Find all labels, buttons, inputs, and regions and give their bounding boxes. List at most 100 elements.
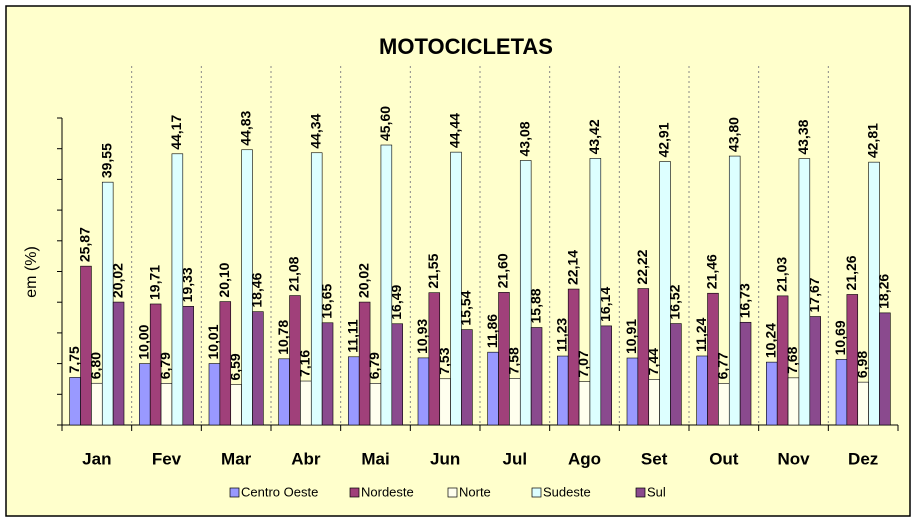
value-label: 16,65 — [318, 284, 334, 319]
legend-label: Norte — [459, 484, 491, 499]
value-label: 21,46 — [704, 254, 720, 289]
value-label: 10,00 — [135, 324, 151, 359]
x-tick-label: Nov — [777, 449, 810, 468]
legend-swatch — [229, 487, 240, 498]
y-axis-label: em (%) — [23, 246, 40, 298]
bar — [300, 380, 312, 426]
value-label: 43,08 — [516, 121, 532, 156]
bar — [766, 361, 778, 426]
bar — [428, 292, 441, 426]
bar — [557, 355, 569, 426]
legend-swatch — [349, 487, 360, 498]
value-label: 10,24 — [762, 323, 778, 358]
value-label: 18,46 — [249, 272, 265, 307]
bar — [589, 158, 602, 426]
bar — [487, 351, 499, 426]
legend-swatch — [635, 487, 646, 498]
bar — [626, 357, 639, 426]
x-tick-label: Ago — [568, 449, 601, 468]
value-label: 6,79 — [157, 352, 173, 379]
value-label: 43,80 — [725, 117, 741, 152]
bar — [321, 322, 334, 426]
bar — [208, 363, 221, 426]
bar — [461, 329, 473, 426]
value-label: 10,01 — [205, 324, 221, 359]
bar — [278, 358, 290, 426]
value-label: 10,78 — [275, 320, 291, 355]
value-label: 6,79 — [366, 352, 382, 379]
value-label: 44,17 — [168, 115, 184, 150]
value-label: 43,42 — [586, 119, 602, 154]
bar — [648, 379, 660, 426]
legend-swatch — [531, 487, 542, 498]
bar — [182, 306, 194, 426]
value-label: 10,93 — [414, 319, 430, 354]
value-label: 21,55 — [425, 253, 441, 288]
bar — [637, 288, 650, 426]
value-label: 15,54 — [458, 290, 474, 325]
bar — [846, 294, 859, 426]
bar — [219, 301, 232, 426]
value-label: 21,60 — [495, 253, 511, 288]
bar — [578, 381, 591, 426]
value-label: 7,58 — [506, 347, 522, 374]
bar — [391, 323, 403, 426]
value-label: 42,91 — [656, 122, 672, 157]
legend-label: Centro Oeste — [241, 484, 318, 499]
bar — [728, 155, 741, 426]
bar — [358, 301, 371, 426]
value-label: 22,14 — [564, 250, 580, 285]
bar — [149, 303, 162, 426]
value-label: 21,08 — [286, 256, 302, 291]
bar — [417, 357, 430, 426]
value-label: 45,60 — [377, 106, 393, 141]
value-label: 17,67 — [806, 277, 822, 312]
value-label: 7,44 — [645, 348, 661, 375]
value-label: 15,88 — [527, 288, 543, 323]
value-label: 25,87 — [77, 227, 93, 262]
value-label: 7,07 — [575, 350, 591, 377]
value-label: 20,02 — [355, 263, 371, 298]
value-label: 7,68 — [784, 346, 800, 373]
x-tick-label: Fev — [152, 449, 182, 468]
bar — [450, 151, 462, 426]
value-label: 6,98 — [854, 351, 870, 378]
bar — [112, 301, 125, 426]
bar — [101, 181, 114, 426]
bar — [670, 323, 682, 426]
bar — [718, 383, 730, 426]
value-label: 21,26 — [843, 255, 859, 290]
value-label: 16,14 — [597, 287, 613, 322]
bar — [310, 152, 323, 426]
bar — [879, 312, 891, 426]
value-label: 11,11 — [344, 319, 360, 353]
value-label: 11,86 — [484, 314, 500, 348]
legend-swatch — [447, 487, 458, 498]
bar — [659, 161, 671, 426]
value-label: 22,22 — [634, 249, 650, 284]
value-label: 10,69 — [832, 320, 848, 355]
value-label: 20,02 — [109, 263, 125, 298]
bar — [369, 383, 382, 426]
value-label: 44,83 — [238, 110, 254, 145]
x-tick-label: Set — [641, 449, 668, 468]
value-label: 16,73 — [736, 283, 752, 318]
x-tick-label: Jan — [82, 449, 111, 468]
bar — [809, 316, 821, 426]
bar — [69, 377, 81, 426]
x-tick-label: Mar — [221, 449, 252, 468]
value-label: 42,81 — [865, 123, 881, 158]
bar — [798, 158, 811, 426]
x-tick-label: Dez — [848, 449, 878, 468]
value-label: 7,16 — [297, 350, 313, 377]
bar — [230, 384, 242, 426]
chart-title: MOTOCICLETAS — [379, 34, 553, 59]
x-tick-label: Out — [709, 449, 739, 468]
value-label: 43,38 — [795, 119, 811, 154]
bar — [787, 377, 800, 426]
bar — [139, 363, 151, 426]
legend-label: Sudeste — [543, 484, 591, 499]
bar — [707, 292, 719, 426]
x-tick-label: Mai — [361, 449, 389, 468]
